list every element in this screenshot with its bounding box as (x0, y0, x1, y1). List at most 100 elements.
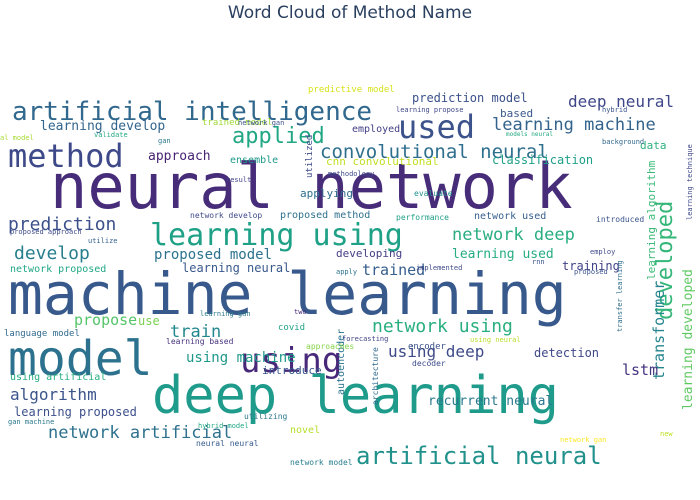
word-methodology: methodology (328, 170, 374, 178)
chart-title: Word Cloud of Method Name (227, 3, 473, 23)
word-learning-used: learning used (452, 247, 554, 262)
word-evaluate: evaluate (414, 189, 453, 198)
word-hybrid: hybrid (602, 106, 627, 114)
word-learning-proposed: learning proposed (14, 405, 137, 419)
word-apply: apply (336, 268, 357, 276)
word-network-deep: network deep (452, 225, 575, 245)
word-learning-develop: learning develop (40, 119, 165, 134)
word-hybrid-model: hybrid model (198, 422, 249, 430)
word-decoder: decoder (412, 359, 446, 368)
word-learning-using: learning using (150, 218, 403, 253)
word-utilizing: utilizing (244, 412, 288, 421)
word-introduce: introduce (262, 364, 322, 377)
word-applied: applied (232, 124, 325, 149)
word-network-gan: network gan (238, 119, 284, 127)
word-trained: trained (362, 261, 425, 279)
word-artificial-neural: artificial neural (356, 442, 602, 470)
word-validate: validate (94, 131, 128, 139)
word-employ: employ (590, 248, 615, 256)
word-transfer-learning: transfer learning (616, 260, 624, 332)
word-implemented: implemented (416, 264, 462, 272)
word-learning-propose: learning propose (396, 106, 463, 114)
word-performance: performance (396, 213, 449, 222)
word-applying: applying (300, 187, 353, 200)
word-result: result (226, 176, 251, 184)
word-utilize: utilize (88, 237, 118, 245)
word-network-gan: network gan (560, 436, 606, 444)
word-using-neural: using neural (470, 336, 521, 344)
word-neural-neural: neural neural (196, 439, 259, 448)
word-algorithm: algorithm (10, 385, 97, 404)
word-predictive-model: predictive model (308, 85, 395, 95)
word-deep-learning: deep learning (152, 366, 559, 426)
word-learning-neural: learning neural (182, 261, 290, 275)
word-developed: developed (653, 201, 678, 320)
word-two: two (294, 308, 307, 316)
word-prediction-model: prediction model (412, 91, 528, 105)
word-propose: propose (74, 311, 137, 329)
word-gan-machine: gan machine (8, 418, 54, 426)
word-network-using: network using (372, 316, 513, 337)
word-forecasting: forecasting (342, 335, 388, 343)
word-approaches: approaches (306, 342, 354, 351)
word-convolutional-neural: convolutional neural (320, 141, 549, 163)
word-employed: employed (352, 124, 400, 135)
word-ensemble: ensemble (230, 155, 278, 166)
word-method: method (8, 137, 124, 175)
word-utilized: utilized (305, 135, 315, 178)
word-approach: approach (148, 149, 211, 164)
word-encoder: encoder (408, 342, 447, 352)
word-learning-machine: learning machine (492, 115, 656, 135)
word-train: train (170, 322, 221, 342)
word-proposed: proposed (574, 268, 608, 276)
word-using-artificial: using artificial (10, 372, 106, 383)
word-gan: gan (158, 137, 171, 145)
word-training: training (562, 259, 620, 273)
word-classification: classification (492, 153, 593, 167)
word-using-deep: using deep (388, 342, 484, 361)
word-rnn: rnn (532, 258, 545, 266)
word-recurrent-neural: recurrent neural (428, 394, 553, 409)
word-lstm: lstm (622, 361, 658, 379)
word-al-model: al model (0, 134, 34, 142)
word-proposed-approach: proposed approach (10, 228, 82, 236)
word-used: used (398, 108, 475, 146)
word-neural-network: neural network (50, 150, 573, 223)
word-trained-model: trained model (202, 118, 272, 128)
word-new: new (660, 430, 673, 438)
word-proposed-model: proposed model (154, 247, 272, 263)
word-detection: detection (534, 346, 599, 360)
word-artificial-intelligence: artificial intelligence (12, 97, 372, 127)
word-network-used: network used (474, 211, 546, 222)
word-learning-algorithm: learning algorithm (645, 160, 658, 280)
word-transformer: transformer (650, 281, 668, 380)
word-background: background (602, 138, 644, 146)
word-introduced: introduced (596, 215, 644, 224)
word-learning-developed: learning developed (681, 269, 696, 410)
word-based: based (500, 107, 533, 120)
word-network-artificial: network artificial (48, 423, 232, 443)
word-network-proposed: network proposed (10, 264, 106, 275)
word-cnn-convolutional: cnn convolutional (326, 155, 439, 168)
word-autoencoder: autoencoder (336, 329, 347, 395)
word-novel: novel (290, 425, 320, 436)
word-models-neural: models neural (506, 131, 553, 138)
word-network-develop: network develop (190, 211, 262, 220)
word-deep-neural: deep neural (568, 92, 674, 111)
word-developing: developing (336, 247, 402, 260)
word-model: model (8, 331, 153, 387)
word-learning-technique: learning technique (686, 144, 694, 220)
word-use: use (138, 314, 160, 328)
word-data: data (640, 139, 667, 152)
word-machine-learning: machine learning (8, 260, 567, 328)
word-using-machine: using machine (186, 350, 296, 366)
word-proposed-method: proposed method (280, 210, 370, 221)
word-using: using (240, 341, 342, 381)
word-covid: covid (278, 323, 305, 333)
word-architecture: architecture (371, 347, 380, 405)
word-language-model: language model (4, 329, 80, 339)
word-network-model: network model (290, 458, 353, 467)
word-learning-gan: learning gan (200, 310, 251, 318)
